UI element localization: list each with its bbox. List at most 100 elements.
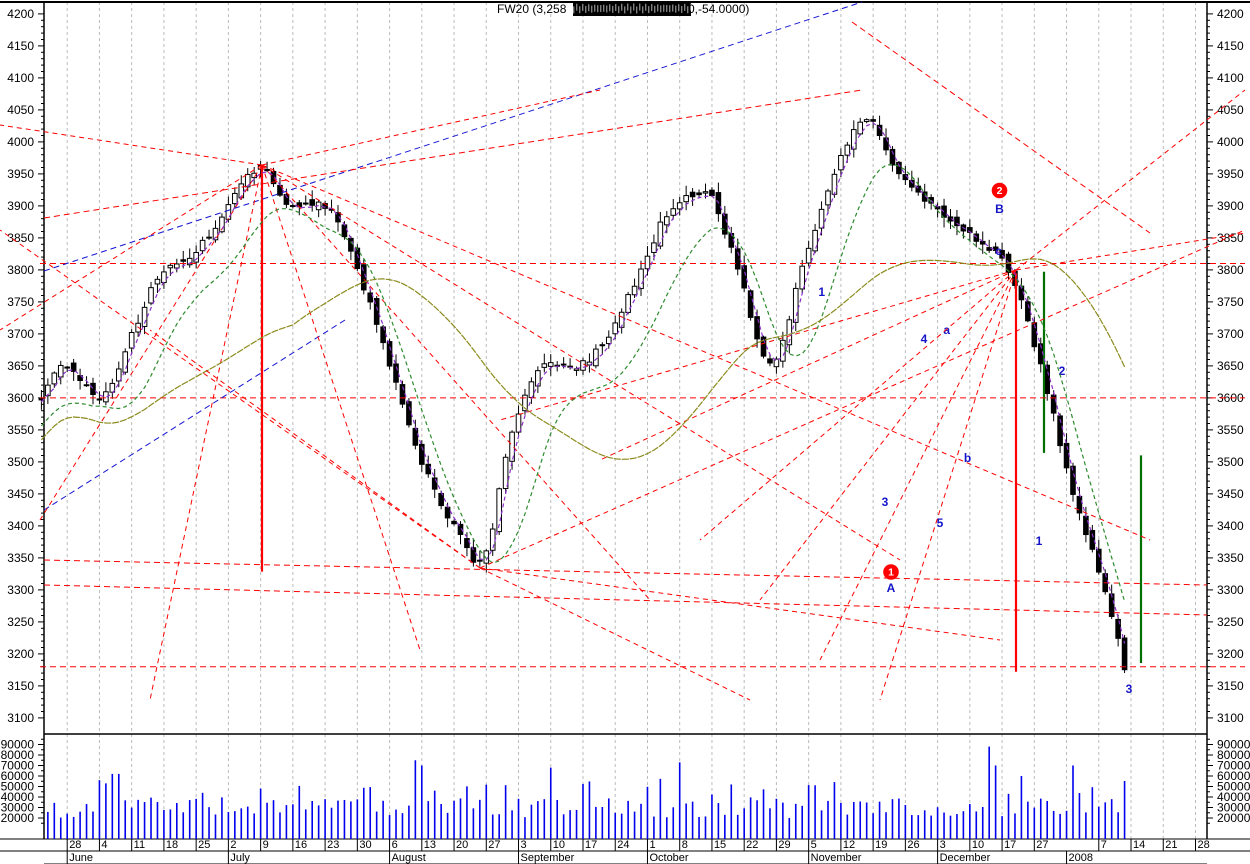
svg-text:July: July [230, 852, 250, 864]
svg-text:29: 29 [778, 839, 790, 851]
svg-text:3350: 3350 [1217, 551, 1244, 565]
svg-text:11: 11 [134, 839, 145, 851]
svg-text:5: 5 [811, 839, 817, 851]
svg-text:7: 7 [1101, 839, 1107, 851]
svg-text:3100: 3100 [7, 711, 34, 725]
svg-text:27: 27 [1036, 839, 1048, 851]
svg-text:1: 1 [818, 285, 825, 299]
svg-text:2: 2 [230, 839, 236, 851]
svg-text:3850: 3850 [1217, 231, 1244, 245]
svg-text:90000: 90000 [1217, 738, 1250, 752]
svg-text:4000: 4000 [7, 135, 34, 149]
svg-text:9: 9 [263, 839, 269, 851]
svg-text:1: 1 [1036, 534, 1043, 548]
svg-text:3900: 3900 [7, 199, 34, 213]
svg-text:3300: 3300 [1217, 583, 1244, 597]
svg-text:4050: 4050 [1217, 103, 1244, 117]
svg-text:a: a [943, 323, 950, 337]
svg-text:28: 28 [69, 839, 81, 851]
svg-text:27: 27 [488, 839, 500, 851]
svg-text:10: 10 [553, 839, 565, 851]
svg-text:3900: 3900 [1217, 199, 1244, 213]
svg-text:August: August [392, 852, 426, 864]
svg-text:30: 30 [359, 839, 371, 851]
svg-text:15: 15 [714, 839, 726, 851]
svg-text:3850: 3850 [7, 231, 34, 245]
svg-text:2: 2 [1059, 364, 1066, 378]
svg-text:3400: 3400 [1217, 519, 1244, 533]
svg-text:4050: 4050 [7, 103, 34, 117]
svg-text:4200: 4200 [7, 7, 34, 21]
svg-text:5: 5 [937, 516, 944, 530]
svg-text:December: December [940, 852, 991, 864]
svg-text:14: 14 [1133, 839, 1145, 851]
svg-text:4150: 4150 [1217, 39, 1244, 53]
svg-text:3750: 3750 [1217, 295, 1244, 309]
svg-text:3450: 3450 [7, 487, 34, 501]
svg-text:3150: 3150 [7, 679, 34, 693]
svg-text:3: 3 [940, 839, 946, 851]
svg-text:4100: 4100 [7, 71, 34, 85]
svg-text:3700: 3700 [1217, 327, 1244, 341]
svg-text:3500: 3500 [1217, 455, 1244, 469]
svg-text:4150: 4150 [7, 39, 34, 53]
svg-text:26: 26 [907, 839, 919, 851]
svg-text:8: 8 [682, 839, 688, 851]
svg-text:3200: 3200 [7, 647, 34, 661]
svg-text:4100: 4100 [1217, 71, 1244, 85]
svg-text:3650: 3650 [7, 359, 34, 373]
svg-text:22: 22 [746, 839, 758, 851]
svg-text:FW20 (3,258: FW20 (3,258 [497, 2, 567, 16]
svg-text:16: 16 [295, 839, 307, 851]
svg-text:1: 1 [649, 839, 655, 851]
svg-text:3550: 3550 [7, 423, 34, 437]
svg-text:B: B [995, 202, 1004, 216]
svg-text:3200: 3200 [1217, 647, 1244, 661]
svg-text:c: c [995, 244, 1002, 258]
svg-text:3: 3 [521, 839, 527, 851]
svg-text:October: October [649, 852, 688, 864]
svg-text:4000: 4000 [1217, 135, 1244, 149]
svg-text:18: 18 [166, 839, 178, 851]
svg-text:3: 3 [1126, 682, 1133, 696]
svg-text:3750: 3750 [7, 295, 34, 309]
svg-text:3950: 3950 [7, 167, 34, 181]
svg-text:13: 13 [424, 839, 436, 851]
svg-text:June: June [69, 852, 93, 864]
svg-text:17: 17 [585, 839, 597, 851]
svg-text:3250: 3250 [7, 615, 34, 629]
svg-text:3150: 3150 [1217, 679, 1244, 693]
svg-text:3950: 3950 [1217, 167, 1244, 181]
svg-text:2: 2 [997, 185, 1003, 197]
svg-text:A: A [887, 581, 896, 595]
svg-text:November: November [811, 852, 862, 864]
svg-text:3800: 3800 [7, 263, 34, 277]
svg-text:3800: 3800 [1217, 263, 1244, 277]
svg-text:0,-54.0000): 0,-54.0000) [688, 2, 749, 16]
svg-text:12: 12 [843, 839, 855, 851]
svg-text:4: 4 [921, 332, 928, 346]
svg-text:1: 1 [888, 567, 894, 579]
svg-text:3350: 3350 [7, 551, 34, 565]
svg-text:20: 20 [456, 839, 468, 851]
svg-text:23: 23 [327, 839, 339, 851]
svg-text:28: 28 [1197, 839, 1209, 851]
svg-text:2008: 2008 [1069, 852, 1093, 864]
svg-text:3450: 3450 [1217, 487, 1244, 501]
svg-text:September: September [521, 852, 575, 864]
svg-text:3400: 3400 [7, 519, 34, 533]
svg-text:3650: 3650 [1217, 359, 1244, 373]
svg-text:24: 24 [617, 839, 629, 851]
svg-text:4: 4 [101, 839, 107, 851]
svg-text:3700: 3700 [7, 327, 34, 341]
svg-text:90000: 90000 [1, 738, 35, 752]
svg-text:17: 17 [1004, 839, 1016, 851]
svg-text:3550: 3550 [1217, 423, 1244, 437]
svg-text:4200: 4200 [1217, 7, 1244, 21]
svg-text:3100: 3100 [1217, 711, 1244, 725]
svg-text:10: 10 [972, 839, 984, 851]
svg-text:3: 3 [882, 495, 889, 509]
svg-text:3250: 3250 [1217, 615, 1244, 629]
svg-text:3600: 3600 [7, 391, 34, 405]
svg-text:19: 19 [875, 839, 887, 851]
